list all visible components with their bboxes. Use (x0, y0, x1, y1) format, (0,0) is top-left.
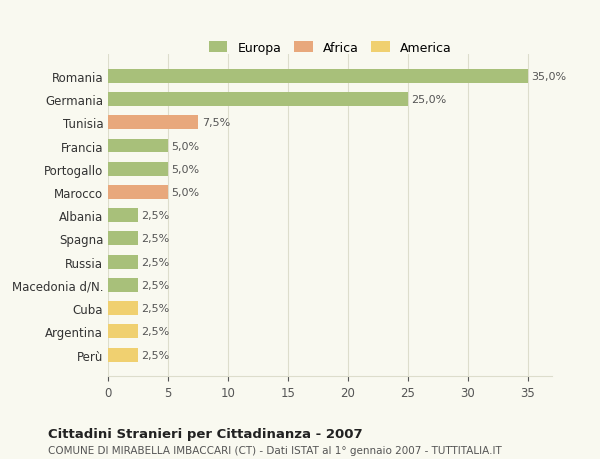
Bar (108, 93, 408, 107)
Text: 2,5%: 2,5% (142, 280, 170, 290)
Text: 5,0%: 5,0% (172, 164, 200, 174)
Bar (108, 348, 138, 362)
Text: 2,5%: 2,5% (142, 257, 170, 267)
Bar (108, 139, 168, 153)
Text: 2,5%: 2,5% (142, 303, 170, 313)
Bar (108, 162, 168, 176)
Text: 5,0%: 5,0% (172, 141, 200, 151)
Bar (108, 185, 168, 200)
Legend: Europa, Africa, America: Europa, Africa, America (202, 36, 458, 61)
Bar (108, 302, 138, 315)
Text: 5,0%: 5,0% (172, 188, 200, 197)
Bar (108, 209, 138, 223)
Bar (108, 232, 138, 246)
Text: 7,5%: 7,5% (202, 118, 230, 128)
Text: 2,5%: 2,5% (142, 327, 170, 336)
Text: COMUNE DI MIRABELLA IMBACCARI (CT) - Dati ISTAT al 1° gennaio 2007 - TUTTITALIA.: COMUNE DI MIRABELLA IMBACCARI (CT) - Dat… (48, 445, 502, 455)
Bar (108, 325, 138, 339)
Bar (108, 278, 138, 292)
Bar (108, 70, 528, 84)
Text: 25,0%: 25,0% (412, 95, 447, 105)
Text: 2,5%: 2,5% (142, 350, 170, 360)
Text: Cittadini Stranieri per Cittadinanza - 2007: Cittadini Stranieri per Cittadinanza - 2… (48, 427, 362, 440)
Text: 35,0%: 35,0% (532, 72, 567, 82)
Bar (108, 255, 138, 269)
Text: 2,5%: 2,5% (142, 211, 170, 221)
Text: 2,5%: 2,5% (142, 234, 170, 244)
Bar (108, 116, 198, 130)
